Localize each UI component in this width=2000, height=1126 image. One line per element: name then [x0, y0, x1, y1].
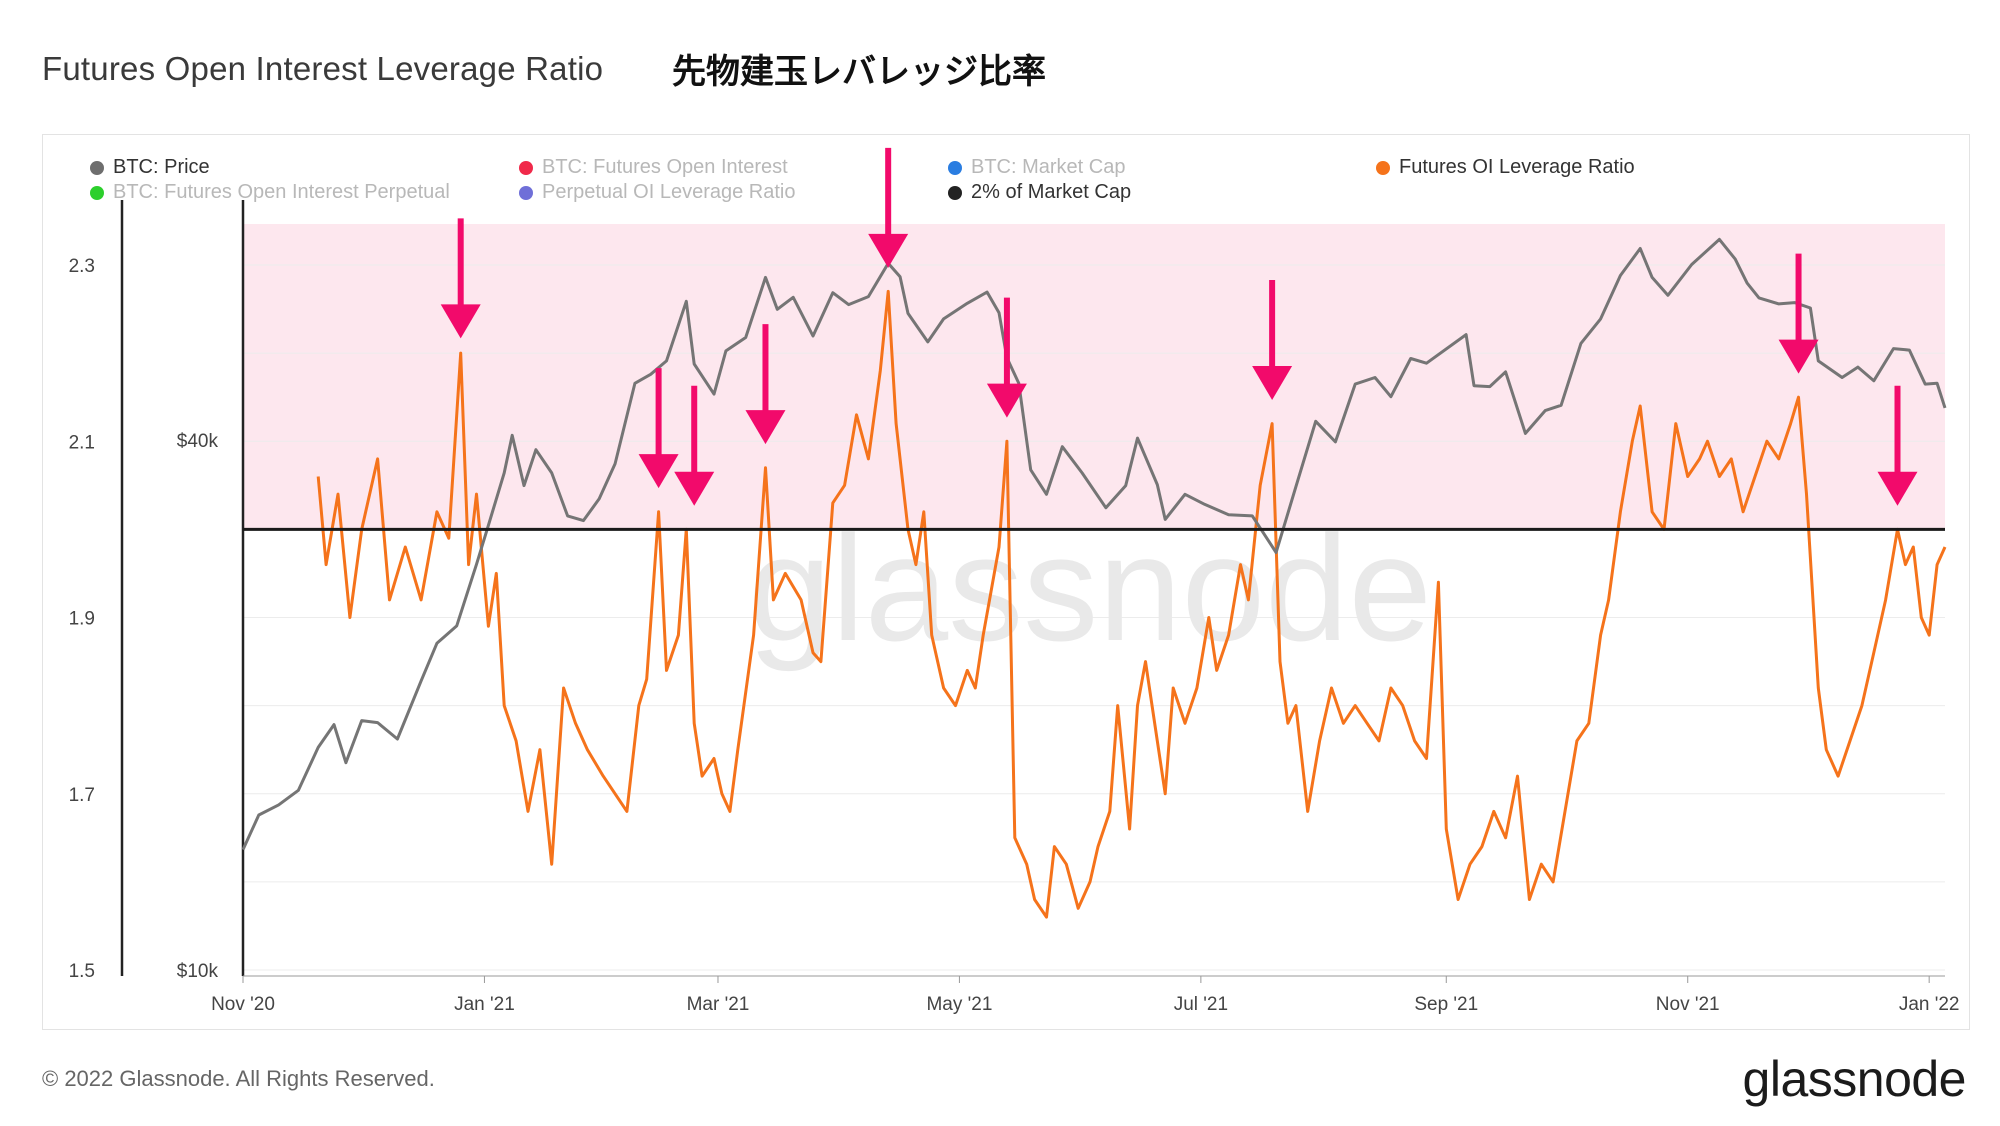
legend-dot-icon: [948, 160, 962, 175]
y-tick-label: 2.1: [69, 432, 95, 453]
arrow-head: [674, 471, 715, 506]
annotation-arrow: [868, 147, 909, 268]
y-tick-label: 1.9: [69, 609, 95, 630]
arrow-head: [638, 454, 679, 489]
annotation-arrow: [440, 218, 481, 339]
arrow-head: [1252, 366, 1293, 400]
x-tick-label: Jan '22: [1899, 994, 1960, 1015]
price-tick-label: $10k: [177, 961, 219, 982]
annotation-arrow: [986, 297, 1027, 418]
annotation-arrow: [638, 368, 679, 489]
x-tick-label: May '21: [926, 994, 992, 1015]
legend-dot-icon: [948, 185, 962, 200]
arrow-head: [1778, 339, 1819, 374]
arrow-head: [1877, 471, 1918, 506]
legend-label: Futures OI Leverage Ratio: [1399, 156, 1635, 178]
arrow-head: [868, 233, 909, 268]
leverage-ratio-line: [316, 289, 1947, 919]
y-tick-label: 2.3: [69, 256, 95, 277]
legend-dot-icon: [90, 185, 104, 200]
y-tick-label: 1.7: [69, 785, 95, 806]
annotation-title-jp: 先物建玉レバレッジ比率: [672, 52, 1046, 92]
arrow-head: [440, 304, 481, 339]
overbought-band: [243, 224, 1945, 530]
legend-item[interactable]: BTC: Market Cap: [948, 156, 1125, 179]
legend-label: BTC: Futures Open Interest Perpetual: [113, 181, 450, 203]
copyright: © 2022 Glassnode. All Rights Reserved.: [42, 1066, 435, 1091]
legend-item[interactable]: 2% of Market Cap: [948, 181, 1131, 204]
glassnode-logo: glassnode: [1742, 1051, 1967, 1107]
y-tick-label: 1.5: [69, 961, 95, 982]
x-tick-label: Sep '21: [1414, 994, 1478, 1015]
legend-item[interactable]: BTC: Futures Open Interest Perpetual: [90, 181, 450, 204]
legend-label: BTC: Price: [113, 156, 210, 178]
x-tick-label: Jan '21: [454, 994, 515, 1015]
x-tick-label: Mar '21: [687, 994, 750, 1015]
legend-label: Perpetual OI Leverage Ratio: [542, 181, 796, 203]
annotation-arrow: [1778, 253, 1819, 374]
x-tick-label: Nov '21: [1656, 994, 1720, 1015]
legend-label: BTC: Market Cap: [971, 156, 1126, 178]
x-tick-label: Jul '21: [1174, 994, 1228, 1015]
btc-price-line: [241, 237, 1947, 851]
annotation-arrow: [674, 385, 715, 506]
annotation-arrow: [745, 324, 786, 445]
legend-label: BTC: Futures Open Interest: [542, 156, 788, 178]
legend-item[interactable]: BTC: Futures Open Interest: [519, 156, 788, 179]
legend-dot-icon: [1376, 160, 1390, 175]
legend-item[interactable]: BTC: Price: [90, 156, 210, 179]
arrow-head: [986, 383, 1027, 418]
chart-panel: [42, 134, 1970, 1030]
watermark: glassnode: [748, 504, 1432, 672]
price-tick-label: $40k: [177, 431, 219, 452]
chart-title: Futures Open Interest Leverage Ratio: [42, 50, 604, 87]
legend-item[interactable]: Perpetual OI Leverage Ratio: [519, 181, 796, 204]
legend-label: 2% of Market Cap: [971, 181, 1132, 203]
arrow-head: [745, 410, 786, 445]
annotation-arrow: [1252, 280, 1293, 400]
x-tick-label: Nov '20: [211, 994, 275, 1015]
legend-item[interactable]: Futures OI Leverage Ratio: [1376, 156, 1635, 179]
annotation-arrow: [1877, 385, 1918, 506]
legend-dot-icon: [90, 160, 104, 175]
legend-dot-icon: [519, 185, 533, 200]
legend-dot-icon: [519, 160, 533, 175]
